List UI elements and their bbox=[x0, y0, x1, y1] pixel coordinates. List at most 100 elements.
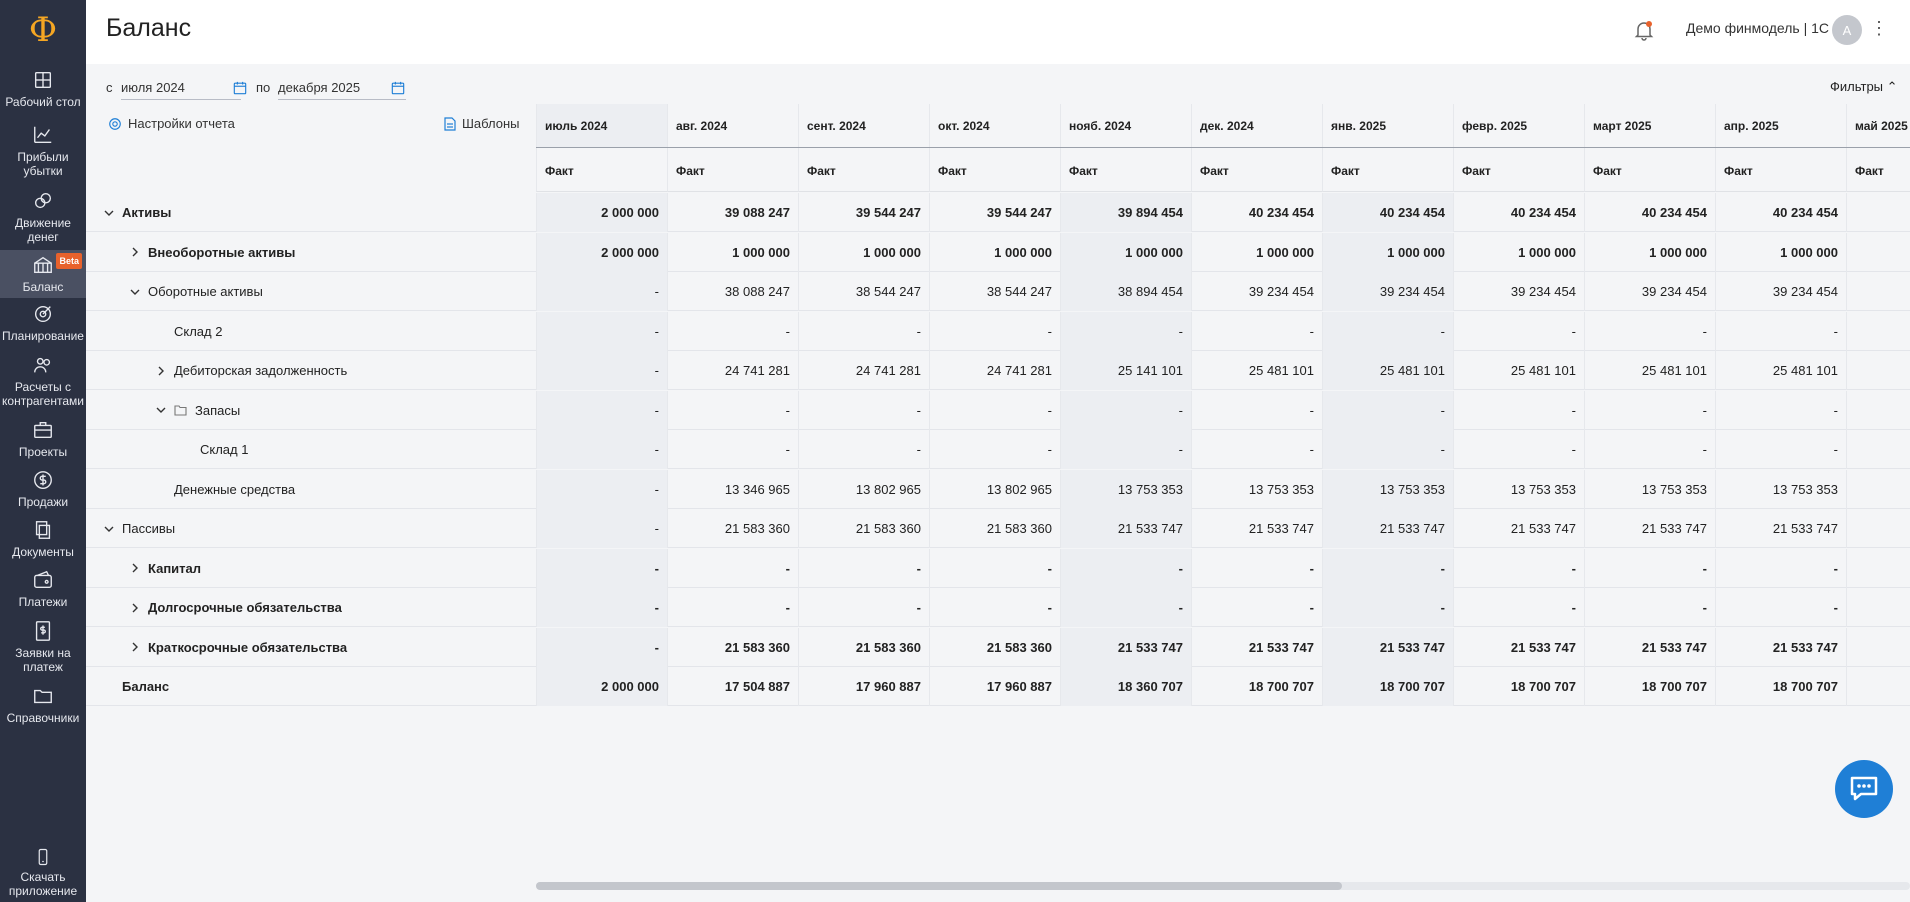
column-header: авг. 2024 bbox=[667, 104, 798, 148]
chevron-right-icon[interactable] bbox=[130, 247, 140, 257]
table-row[interactable]: Краткосрочные обязательства -21 583 360 21… bbox=[86, 627, 1910, 667]
chevron-down-icon[interactable] bbox=[156, 405, 166, 415]
table-cell: - bbox=[1453, 430, 1584, 469]
report-settings-button[interactable]: Настройки отчета bbox=[108, 116, 235, 131]
table-cell: 13 753 353 bbox=[1191, 469, 1322, 509]
table-row[interactable]: Пассивы -21 583 360 21 583 360 21 583 360 21… bbox=[86, 509, 1910, 548]
table-cell: - bbox=[798, 588, 929, 627]
sidebar-item-10[interactable]: Платежи bbox=[0, 564, 86, 614]
table-cell: - bbox=[1060, 390, 1191, 430]
chevron-down-icon[interactable] bbox=[104, 208, 114, 218]
table-cell: 21 533 747 bbox=[1322, 627, 1453, 667]
row-label-wrapper: Внеоборотные активы bbox=[130, 245, 295, 260]
chevron-right-icon[interactable] bbox=[130, 563, 140, 573]
row-label-wrapper: Активы bbox=[104, 205, 171, 220]
templates-button[interactable]: Шаблоны bbox=[444, 116, 520, 131]
chevron-up-icon: ⌃ bbox=[1886, 79, 1898, 94]
calendar-icon[interactable] bbox=[391, 81, 405, 95]
table-row[interactable]: Капитал - - - - - - - - - - bbox=[86, 548, 1910, 588]
table-row[interactable]: Внеоборотные активы 2 000 000 1 000 000 1 0… bbox=[86, 232, 1910, 272]
download-app-button[interactable]: Скачать приложение bbox=[0, 844, 86, 902]
table-cell: - bbox=[536, 351, 667, 390]
more-options-icon[interactable]: ⋮ bbox=[1870, 18, 1888, 38]
table-cell bbox=[1846, 232, 1910, 272]
sidebar-item-11[interactable]: Заявки на платеж bbox=[0, 614, 86, 680]
folder-icon bbox=[174, 404, 187, 416]
sidebar-item-7[interactable]: Проекты bbox=[0, 414, 86, 464]
sidebar-item-4[interactable]: Баланс Beta bbox=[0, 250, 86, 298]
table-cell: - bbox=[798, 430, 929, 469]
sidebar-item-1[interactable]: Рабочий стол bbox=[0, 60, 86, 118]
sidebar-item-8[interactable]: Продажи bbox=[0, 464, 86, 514]
sidebar-item-12[interactable]: Справочники bbox=[0, 680, 86, 730]
sidebar-item-5[interactable]: Планирование bbox=[0, 298, 86, 348]
column-header: дек. 2024 bbox=[1191, 104, 1322, 148]
table-cell: - bbox=[929, 390, 1060, 430]
sidebar-item-3[interactable]: Движение денег bbox=[0, 184, 86, 250]
sidebar-item-6[interactable]: Расчеты с контрагентами bbox=[0, 348, 86, 414]
period-from-field[interactable]: июля 2024 bbox=[121, 76, 241, 100]
table-cell: - bbox=[536, 469, 667, 509]
row-label-wrapper: Долгосрочные обязательства bbox=[130, 600, 342, 615]
avatar[interactable]: A bbox=[1832, 15, 1862, 45]
table-cell: 38 894 454 bbox=[1060, 272, 1191, 311]
table-cell: - bbox=[536, 627, 667, 667]
chevron-down-icon[interactable] bbox=[104, 524, 114, 534]
table-row[interactable]: Долгосрочные обязательства - - - - - - - - - - bbox=[86, 588, 1910, 627]
table-toolbar: Настройки отчета Шаблоны bbox=[86, 104, 536, 148]
table-row[interactable]: Запасы - - - - - - - - - - bbox=[86, 390, 1910, 430]
chat-button[interactable] bbox=[1835, 760, 1893, 818]
table-row[interactable]: Баланс 2 000 000 17 504 887 17 960 887 17 96… bbox=[86, 667, 1910, 706]
sidebar-item-2[interactable]: Прибыли убытки bbox=[0, 118, 86, 184]
chevron-right-icon[interactable] bbox=[130, 642, 140, 652]
chevron-right-icon[interactable] bbox=[156, 366, 166, 376]
calendar-icon[interactable] bbox=[233, 81, 247, 95]
table-cell: 39 234 454 bbox=[1453, 272, 1584, 311]
column-header: июль 2024 bbox=[536, 104, 667, 148]
chevron-down-icon[interactable] bbox=[130, 287, 140, 297]
sidebar-item-9[interactable]: Документы bbox=[0, 514, 86, 564]
table-row[interactable]: Склад 2---------- bbox=[86, 311, 1910, 351]
table-row[interactable]: Склад 1---------- bbox=[86, 430, 1910, 469]
table-row[interactable]: Оборотные активы -38 088 247 38 544 247 38 … bbox=[86, 272, 1910, 311]
scrollbar-thumb[interactable] bbox=[536, 882, 1342, 890]
table-row[interactable]: Активы 2 000 000 39 088 247 39 544 247 39 54… bbox=[86, 193, 1910, 232]
table-cell: 13 753 353 bbox=[1715, 469, 1846, 509]
app-logo[interactable]: Ф bbox=[28, 10, 58, 50]
table-cell: 2 bbox=[1846, 351, 1910, 390]
table-cell: - bbox=[536, 311, 667, 351]
table-row[interactable]: Дебиторская задолженность -24 741 281 24 7… bbox=[86, 351, 1910, 390]
table-cell: - bbox=[929, 430, 1060, 469]
table-cell: 40 234 454 bbox=[1191, 193, 1322, 232]
bell-icon[interactable] bbox=[1632, 18, 1656, 42]
table-cell: 13 346 965 bbox=[667, 469, 798, 509]
column-subheader: Факт bbox=[798, 148, 929, 192]
table-cell: - bbox=[1322, 588, 1453, 627]
table-cell: 1 000 000 bbox=[1322, 232, 1453, 272]
column-subheader: Факт bbox=[1584, 148, 1715, 192]
phone-icon bbox=[38, 848, 48, 866]
filters-toggle[interactable]: Фильтры ⌃ bbox=[1830, 79, 1898, 95]
user-account-name[interactable]: Демо финмодель | 1С bbox=[1686, 20, 1830, 36]
row-label: Активы bbox=[122, 205, 172, 220]
table-cell: 18 700 707 bbox=[1584, 667, 1715, 706]
table-cell: 40 234 454 bbox=[1715, 193, 1846, 232]
table-cell: - bbox=[798, 548, 929, 588]
table-cell bbox=[1846, 430, 1910, 469]
table-cell: - bbox=[1584, 390, 1715, 430]
table-cell: 13 802 965 bbox=[798, 469, 929, 509]
table-cell: - bbox=[1191, 430, 1322, 469]
table-cell: - bbox=[1322, 430, 1453, 469]
table-cell: - bbox=[1191, 390, 1322, 430]
table-cell: 39 088 247 bbox=[667, 193, 798, 232]
horizontal-scrollbar[interactable] bbox=[536, 882, 1910, 890]
table-cell: 40 234 454 bbox=[1584, 193, 1715, 232]
wallet-icon bbox=[34, 570, 52, 589]
period-to-field[interactable]: декабря 2025 bbox=[278, 76, 406, 100]
table-cell: 17 960 887 bbox=[798, 667, 929, 706]
table-cell: 1 000 000 bbox=[929, 232, 1060, 272]
column-header: сент. 2024 bbox=[798, 104, 929, 148]
row-label: Денежные средства bbox=[174, 481, 296, 497]
table-row[interactable]: Денежные средства -13 346 965 13 802 965 13… bbox=[86, 469, 1910, 509]
chevron-right-icon[interactable] bbox=[130, 603, 140, 613]
